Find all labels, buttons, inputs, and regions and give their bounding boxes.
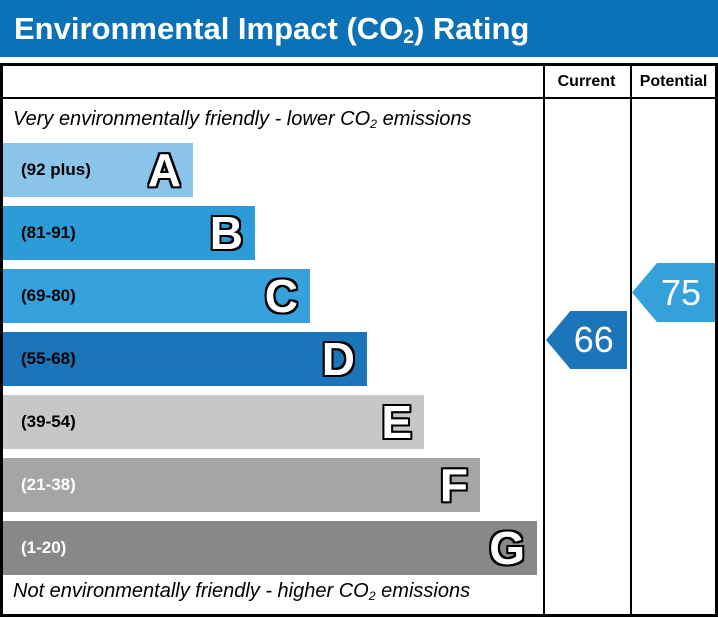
current-column-divider [543, 66, 545, 614]
band-range-label: (21-38) [21, 475, 76, 494]
potential-column-divider [630, 66, 632, 614]
band-b: (81-91) B [3, 206, 255, 260]
potential-column-header: Potential [639, 73, 708, 90]
bottom-caption-subscript: 2 [368, 588, 376, 603]
band-g: (1-20) G [3, 521, 537, 575]
top-caption-subscript: 2 [370, 116, 378, 131]
top-caption-text-suffix: emissions [377, 108, 472, 130]
band-letter: D [321, 333, 355, 385]
current-column-header: Current [557, 73, 616, 90]
band-letter: A [147, 144, 181, 196]
rating-bands: (92 plus) A (81-91) B (69-80) C (55-68) D (39-54… [3, 143, 537, 584]
band-range-label: (55-68) [21, 349, 76, 368]
band-range-label: (1-20) [21, 538, 67, 557]
page-title: Environmental Impact (CO2) Rating [0, 0, 718, 62]
potential-rating-arrow: 75 [632, 263, 715, 322]
band-letter: C [264, 270, 298, 322]
title-subscript: 2 [403, 27, 414, 49]
title-text-suffix: ) Rating [413, 11, 530, 46]
bottom-caption: Not environmentally friendly - higher CO… [13, 580, 470, 603]
band-letter: B [209, 207, 243, 259]
band-range-label: (39-54) [21, 412, 76, 431]
band-letter: G [489, 522, 525, 574]
band-f: (21-38) F [3, 458, 480, 512]
current-rating-arrow: 66 [546, 311, 627, 369]
band-range-label: (69-80) [21, 286, 76, 305]
top-caption: Very environmentally friendly - lower CO… [13, 108, 472, 131]
band-d: (55-68) D [3, 332, 367, 386]
band-letter: E [381, 396, 412, 448]
bottom-caption-text-suffix: emissions [375, 580, 471, 602]
bottom-caption-text: Not environmentally friendly - higher CO [13, 580, 369, 602]
band-range-label: (81-91) [21, 223, 76, 242]
rating-table: Current Potential Very environmentally f… [0, 63, 718, 617]
band-c: (69-80) C [3, 269, 310, 323]
chart-title-banner: Environmental Impact (CO2) Rating [0, 0, 718, 57]
title-text: Environmental Impact (CO [14, 11, 404, 46]
current-rating-value: 66 [573, 319, 614, 360]
table-header-row: Current Potential [3, 66, 715, 99]
potential-rating-value: 75 [660, 271, 701, 313]
band-range-label: (92 plus) [21, 160, 91, 179]
top-caption-text: Very environmentally friendly - lower CO [13, 108, 371, 130]
band-letter: F [439, 459, 468, 511]
band-e: (39-54) E [3, 395, 424, 449]
band-a: (92 plus) A [3, 143, 193, 197]
